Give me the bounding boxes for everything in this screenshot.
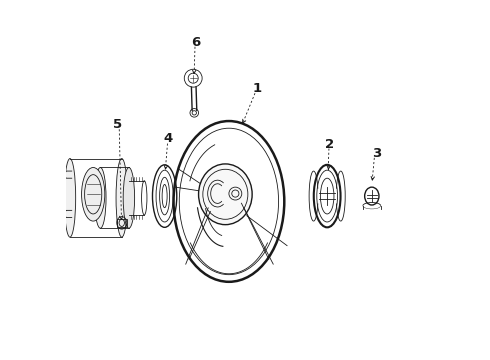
- Text: 2: 2: [325, 138, 335, 151]
- Text: 3: 3: [372, 147, 381, 160]
- Text: 1: 1: [253, 82, 262, 95]
- Ellipse shape: [116, 158, 127, 237]
- Ellipse shape: [64, 158, 75, 237]
- Ellipse shape: [81, 167, 105, 221]
- Ellipse shape: [198, 164, 252, 225]
- Ellipse shape: [123, 167, 135, 228]
- Text: 6: 6: [192, 36, 201, 49]
- Text: 5: 5: [113, 118, 122, 131]
- Ellipse shape: [95, 167, 106, 228]
- Text: 4: 4: [164, 132, 173, 145]
